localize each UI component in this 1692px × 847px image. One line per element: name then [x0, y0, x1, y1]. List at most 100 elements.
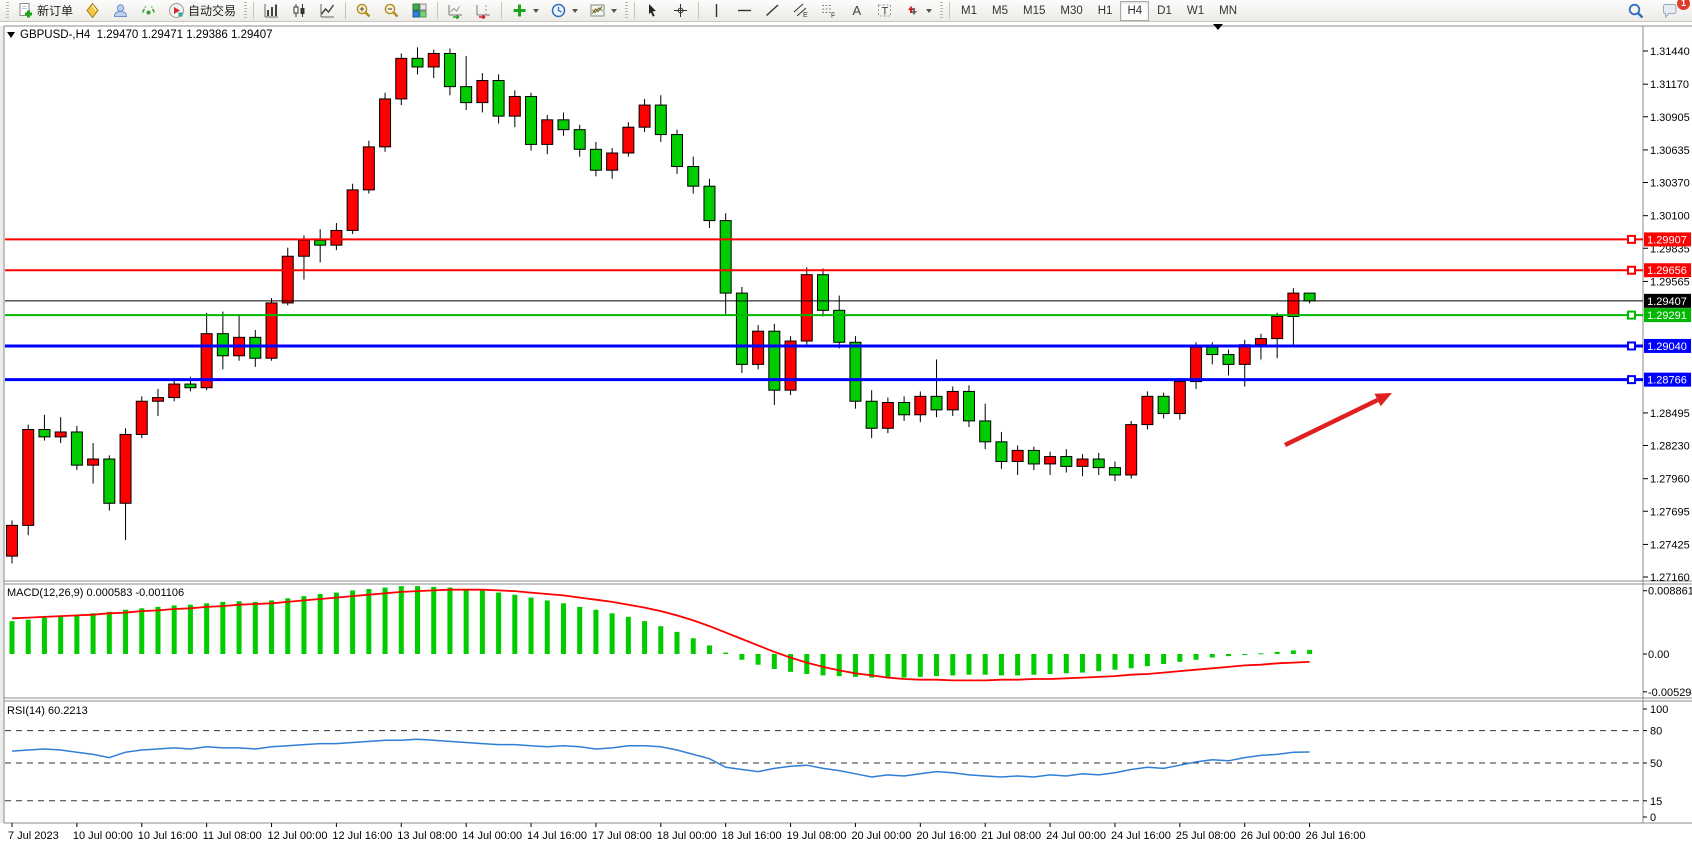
trend-arrow-annotation[interactable] [1284, 397, 1379, 448]
cursor-icon [649, 4, 657, 17]
quotes-button[interactable] [79, 0, 106, 22]
candlestick [1125, 424, 1138, 476]
tile-windows-icon [412, 3, 427, 18]
timeframe-h1-button[interactable]: H1 [1097, 4, 1113, 17]
fibonacci-icon: F [822, 5, 835, 20]
price-label-box [1644, 338, 1691, 353]
timeframe-m5-button[interactable]: M5 [992, 4, 1008, 17]
toolbar-grip[interactable] [244, 2, 248, 19]
zoom-out-button[interactable] [378, 0, 405, 22]
candlestick [573, 129, 586, 150]
candlestick [817, 274, 829, 311]
timeframe-h4-button[interactable]: H4 [1120, 0, 1150, 21]
candlestick-chart-button[interactable] [286, 0, 313, 22]
candlestick [687, 166, 700, 187]
macd-histogram-bar [723, 652, 729, 654]
rsi-axis-label: 50 [1650, 758, 1662, 770]
tile-windows-button[interactable] [406, 0, 433, 22]
zoom-in-button[interactable] [350, 0, 377, 22]
horizontal-line-tool-button[interactable] [731, 0, 758, 22]
chart-canvas[interactable]: 1.31440 1.31170 1.30905 1.30635 1.30370 1.301… [0, 22, 1692, 847]
timeframe-m30-button[interactable]: M30 [1060, 4, 1083, 17]
timeframe-m1-button[interactable]: M1 [961, 4, 978, 17]
time-axis-label: 18 Jul 16:00 [722, 830, 782, 842]
notifications-button[interactable]: 1 [1656, 0, 1690, 22]
price-label-text: 1.29656 [1647, 265, 1687, 277]
macd-histogram-bar [934, 654, 940, 677]
candlestick [1238, 344, 1251, 365]
autotrading-icon [169, 3, 185, 18]
vertical-line-tool-button[interactable] [703, 0, 730, 22]
macd-histogram-bar [366, 588, 372, 654]
svg-text:T: T [882, 6, 889, 18]
line-handle-marker[interactable] [1627, 234, 1636, 244]
candlestick [930, 395, 943, 411]
chart-shift-button[interactable] [470, 0, 497, 22]
candlestick [606, 152, 619, 171]
clock-icon [551, 3, 566, 18]
candlestick [427, 52, 440, 68]
toolbar-grip[interactable] [6, 2, 9, 19]
text-label-tool-button[interactable]: T [871, 0, 898, 22]
toolbar-grip[interactable] [625, 2, 629, 19]
macd-histogram-bar [187, 604, 193, 654]
candlestick [443, 52, 456, 88]
candlestick [168, 383, 181, 399]
new-order-button[interactable]: 新订单 [12, 0, 78, 22]
auto-scroll-button[interactable] [442, 0, 469, 22]
line-handle-marker[interactable] [1627, 310, 1636, 320]
candlestick [638, 104, 651, 128]
toolbar-grip[interactable] [940, 2, 944, 19]
toolbar-separator [698, 2, 700, 19]
candlestick [54, 431, 67, 438]
indicators-button[interactable] [506, 0, 544, 22]
periods-button[interactable] [545, 0, 583, 22]
candlestick [411, 57, 424, 68]
macd-histogram-bar [1047, 654, 1053, 675]
timeframe-mn-button[interactable]: MN [1219, 4, 1237, 17]
cursor-tool-button[interactable] [639, 0, 666, 22]
bar-chart-button[interactable] [258, 0, 285, 22]
macd-histogram-bar [512, 594, 518, 654]
candlestick [1173, 381, 1186, 415]
autotrading-button[interactable]: 自动交易 [163, 0, 241, 22]
macd-histogram-bar [382, 587, 388, 654]
search-button[interactable] [1622, 0, 1650, 22]
symbol-dropdown-icon[interactable] [7, 32, 15, 38]
timeframe-m15-button[interactable]: M15 [1023, 4, 1046, 17]
line-chart-button[interactable] [314, 0, 341, 22]
arrows-tool-button[interactable] [899, 0, 937, 22]
candlestick [1190, 346, 1203, 383]
line-handle-marker[interactable] [1627, 341, 1636, 351]
macd-histogram-bar [706, 645, 712, 654]
community-button[interactable] [107, 0, 134, 22]
crosshair-tool-button[interactable] [667, 0, 694, 22]
candlestick [281, 255, 294, 304]
macd-axis-label: -0.005294 [1648, 687, 1692, 699]
fibonacci-tool-button[interactable]: F [815, 0, 842, 22]
candlestick [1108, 467, 1121, 476]
timeframe-d1-button[interactable]: D1 [1157, 4, 1172, 17]
trendline-tool-button[interactable] [759, 0, 786, 22]
trend-arrow-head[interactable] [1374, 393, 1393, 407]
candlestick [557, 119, 570, 131]
svg-text:F: F [831, 13, 835, 20]
window-left-edge [0, 26, 4, 823]
text-tool-button[interactable]: A [843, 0, 870, 22]
symbol-ohlc-text: GBPUSD-,H4 1.29470 1.29471 1.29386 1.294… [20, 29, 273, 41]
candlestick [979, 420, 992, 443]
equidistant-channel-tool-button[interactable]: E [787, 0, 814, 22]
candlestick [622, 126, 635, 154]
macd-indicator-label: MACD(12,26,9) 0.000583 -0.001106 [7, 587, 185, 599]
templates-button[interactable] [584, 0, 622, 22]
indicators-add-icon [513, 4, 526, 17]
bar-chart-icon [264, 4, 279, 18]
line-handle-marker[interactable] [1627, 265, 1636, 275]
macd-histogram-bar [1144, 654, 1150, 667]
macd-histogram-bar [220, 601, 226, 654]
time-axis-label: 25 Jul 08:00 [1176, 830, 1236, 842]
timeframe-w1-button[interactable]: W1 [1186, 4, 1205, 17]
line-handle-marker[interactable] [1627, 375, 1636, 385]
macd-histogram-bar [950, 654, 956, 676]
signals-button[interactable] [135, 0, 162, 22]
